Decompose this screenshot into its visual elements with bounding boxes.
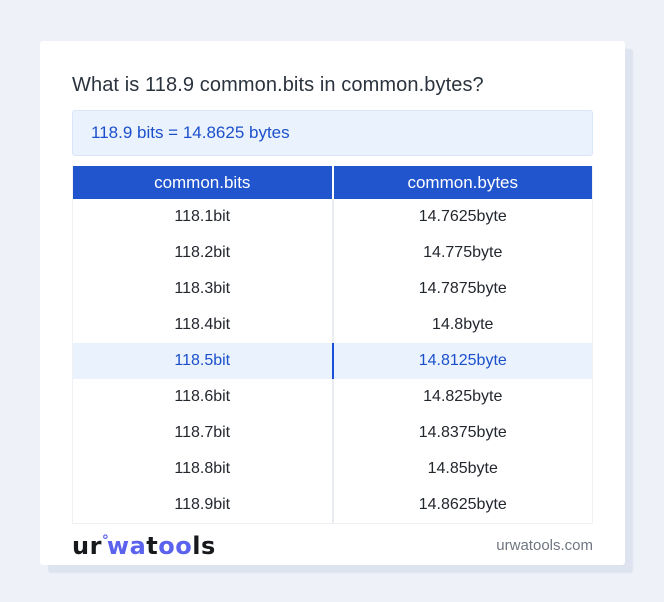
converter-card: What is 118.9 common.bits in common.byte… — [40, 41, 625, 565]
cell-bytes-value: 14.7875byte — [418, 280, 507, 297]
cell-bytes-value: 14.7625byte — [418, 208, 507, 225]
conversion-result-box: 118.9 bits = 14.8625 bytes — [72, 110, 593, 156]
logo-text-ls: ls — [192, 531, 216, 560]
cell-bits-value: 118.7bit — [72, 415, 334, 451]
table-body: 118.1bit 14.7625byte 118.2bit 14.775byte 118… — [72, 199, 593, 523]
cell-bits-value: 118.9bit — [72, 487, 334, 523]
page-title: What is 118.9 common.bits in common.byte… — [72, 74, 484, 96]
cell-bits-value: 118.3bit — [72, 271, 334, 307]
table-row[interactable]: 118.5bit 14.8125byte — [72, 343, 593, 379]
table-row[interactable]: 118.6bit 14.825byte — [72, 379, 593, 415]
cell-bytes-value: 14.8byte — [432, 316, 494, 333]
cell-bytes-value: 14.775byte — [423, 244, 503, 261]
table-row[interactable]: 118.1bit 14.7625byte — [72, 199, 593, 235]
logo-ring-icon: ° — [101, 532, 109, 549]
cell-bits-value: 118.8bit — [72, 451, 334, 487]
cell-bytes-value: 14.85byte — [427, 460, 498, 477]
table-header: common.bits common.bytes — [72, 166, 593, 199]
table-row[interactable]: 118.7bit 14.8375byte — [72, 415, 593, 451]
cell-bits-value: 118.5bit — [72, 343, 334, 379]
urwatools-logo[interactable]: ur°watools — [72, 532, 216, 560]
cell-bytes-value: 14.8375byte — [418, 424, 507, 441]
conversion-table: common.bits common.bytes 118.1bit 14.7625… — [72, 166, 593, 524]
conversion-result-text: 118.9 bits = 14.8625 bytes — [91, 123, 290, 142]
logo-text-ur: ur — [72, 531, 102, 560]
cell-bits-value: 118.2bit — [72, 235, 334, 271]
cell-bits-value: 118.4bit — [72, 307, 334, 343]
logo-text-t: t — [146, 531, 159, 560]
table-row[interactable]: 118.8bit 14.85byte — [72, 451, 593, 487]
table-header-row: common.bits common.bytes — [72, 166, 593, 199]
table-row[interactable]: 118.2bit 14.775byte — [72, 235, 593, 271]
footer-site-text: urwatools.com — [496, 537, 593, 554]
cell-bytes-value: 14.825byte — [423, 388, 503, 405]
cell-bytes-value: 14.8625byte — [418, 495, 507, 513]
logo-text-wa: wa — [106, 531, 147, 560]
cell-bits-value: 118.1bit — [72, 199, 334, 235]
cell-bits-value: 118.6bit — [72, 379, 334, 415]
table-row[interactable]: 118.9bit 14.8625byte — [72, 487, 593, 523]
cell-bytes-value: 14.8125byte — [332, 343, 593, 379]
logo-text-oo: oo — [158, 531, 193, 560]
column-header-bits: common.bits — [72, 166, 334, 199]
table-row[interactable]: 118.3bit 14.7875byte — [72, 271, 593, 307]
table-row[interactable]: 118.4bit 14.8byte — [72, 307, 593, 343]
footer: ur°watools urwatools.com — [72, 532, 593, 560]
column-header-bytes: common.bytes — [332, 166, 593, 199]
